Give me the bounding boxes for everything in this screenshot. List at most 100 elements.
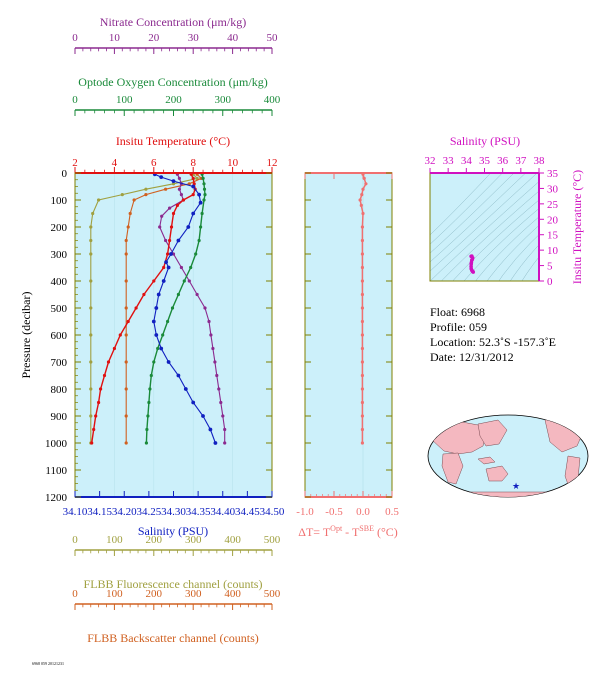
pressure-tick-label: 100 (51, 195, 68, 207)
ts-temperature-tick-label: 35 (547, 168, 559, 180)
backscatter-tick-label: 300 (185, 588, 202, 600)
oxygen-data-point (203, 193, 207, 197)
temperature-data-point (99, 387, 103, 391)
oxygen-data-point (170, 306, 175, 310)
backscatter-data-point (128, 211, 132, 216)
ts-salinity-axis-title: Salinity (PSU) (450, 134, 520, 148)
backscatter-data-point (124, 306, 128, 310)
pressure-tick-label: 1100 (45, 465, 67, 477)
salinity-data-point (164, 260, 169, 264)
main-profile-plot-area (75, 173, 272, 497)
delta-t-data-point (360, 414, 364, 418)
ts-density-contour (463, 208, 539, 281)
salinity-data-point (191, 400, 196, 405)
delta-t-tick-label: 0.5 (385, 506, 399, 518)
ts-plot-area (430, 173, 539, 281)
temperature-data-point (92, 427, 96, 432)
pressure-tick-label: 800 (51, 384, 68, 396)
salinity-data-point (176, 238, 181, 243)
oxygen-tick-label: 300 (215, 94, 232, 106)
backscatter-data-point (164, 187, 168, 191)
fluorescence-data-point (89, 387, 93, 391)
temperature-tick-label: 10 (227, 157, 239, 169)
nitrate-data-point (168, 206, 172, 210)
map-land-south-america (564, 455, 581, 491)
fluorescence-data-point (120, 193, 124, 197)
temperature-data-point (175, 203, 179, 207)
ts-temperature-tick-label: 30 (547, 183, 559, 195)
nitrate-data-point (203, 306, 207, 310)
salinity-data-point (161, 279, 166, 283)
oxygen-tick-label: 200 (165, 94, 182, 106)
ts-temperature-tick-label: 10 (547, 245, 559, 257)
salinity-data-point (169, 252, 173, 256)
oxygen-data-point (202, 187, 207, 191)
fluorescence-axis-title: FLBB Fluorescence channel (counts) (84, 577, 263, 591)
salinity-tick-label: 34.40 (210, 506, 235, 518)
backscatter-tick-label: 0 (72, 588, 78, 600)
ts-temperature-tick-label: 20 (547, 214, 559, 226)
oxygen-data-point (194, 252, 198, 256)
temperature-data-point (126, 319, 130, 324)
salinity-axis-title: Salinity (PSU) (138, 524, 208, 538)
fluorescence-data-point (89, 333, 93, 337)
backscatter-data-point (124, 441, 128, 445)
nitrate-data-point (209, 333, 213, 337)
oxygen-axis-title: Optode Oxygen Concentration (μm/kg) (78, 75, 267, 89)
pressure-tick-label: 200 (51, 222, 68, 234)
delta-t-data-point (360, 427, 364, 432)
nitrate-axis: Nitrate Concentration (μm/kg) 0 10 20 30 40 5… (72, 15, 278, 54)
delta-t-data-point (359, 203, 363, 207)
temperature-tick-label: 2 (72, 157, 78, 169)
delta-t-data-point (360, 279, 364, 283)
ts-density-contour (509, 244, 539, 281)
footer-code: 6968 059 20121231 (32, 661, 64, 666)
ts-temperature-axis-title: Insitu Temperature (°C) (570, 170, 584, 284)
oxygen-data-point (200, 211, 204, 216)
ts-density-contour (475, 216, 539, 281)
nitrate-tick-label: 0 (72, 32, 78, 44)
ts-density-contour (441, 190, 539, 281)
salinity-data-point (171, 179, 176, 184)
oxygen-data-point (156, 346, 160, 351)
pressure-axis-title: Pressure (decibar) (19, 292, 33, 379)
backscatter-axis: 0 100 200 300 400 500 FLBB Backscatter channe… (72, 588, 281, 645)
backscatter-tick-label: 200 (146, 588, 163, 600)
ts-salinity-tick-label: 34 (461, 155, 473, 167)
backscatter-data-point (124, 387, 128, 391)
oxygen-data-point (146, 414, 150, 418)
nitrate-data-point (221, 414, 225, 418)
delta-t-data-point (360, 346, 364, 351)
fluorescence-data-point (89, 279, 93, 283)
backscatter-data-point (187, 182, 191, 186)
ts-temperature-tick-label: 25 (547, 199, 559, 211)
oxygen-data-point (166, 319, 170, 324)
nitrate-data-point (195, 292, 199, 297)
pressure-tick-label: 500 (51, 303, 68, 315)
salinity-data-point (154, 333, 159, 337)
ts-temperature-tick-label: 5 (547, 261, 553, 273)
salinity-data-point (159, 175, 164, 180)
fluorescence-data-point (171, 182, 176, 186)
temperature-data-point (118, 333, 122, 337)
salinity-data-point (156, 292, 161, 297)
nitrate-data-point (207, 319, 211, 324)
ts-density-contour (430, 173, 526, 263)
fluorescence-tick-label: 300 (185, 534, 202, 546)
info-float: Float: 6968 (430, 305, 485, 319)
info-date: Date: 12/31/2012 (430, 350, 514, 364)
salinity-tick-label: 34.30 (161, 506, 186, 518)
oxygen-data-point (202, 182, 206, 186)
nitrate-data-point (177, 176, 181, 180)
delta-t-tick-label: -1.0 (296, 506, 314, 518)
delta-t-data-point (361, 187, 365, 191)
ts-salinity-tick-label: 33 (443, 155, 455, 167)
ts-salinity-tick-label: 38 (534, 155, 546, 167)
delta-t-data-point (360, 193, 364, 197)
backscatter-axis-title: FLBB Backscatter channel (counts) (87, 631, 259, 645)
pressure-tick-label: 600 (51, 330, 68, 342)
oxygen-data-point (182, 279, 186, 283)
fluorescence-data-point (91, 211, 95, 216)
nitrate-data-point (217, 387, 221, 391)
pressure-tick-label: 1200 (45, 492, 68, 504)
